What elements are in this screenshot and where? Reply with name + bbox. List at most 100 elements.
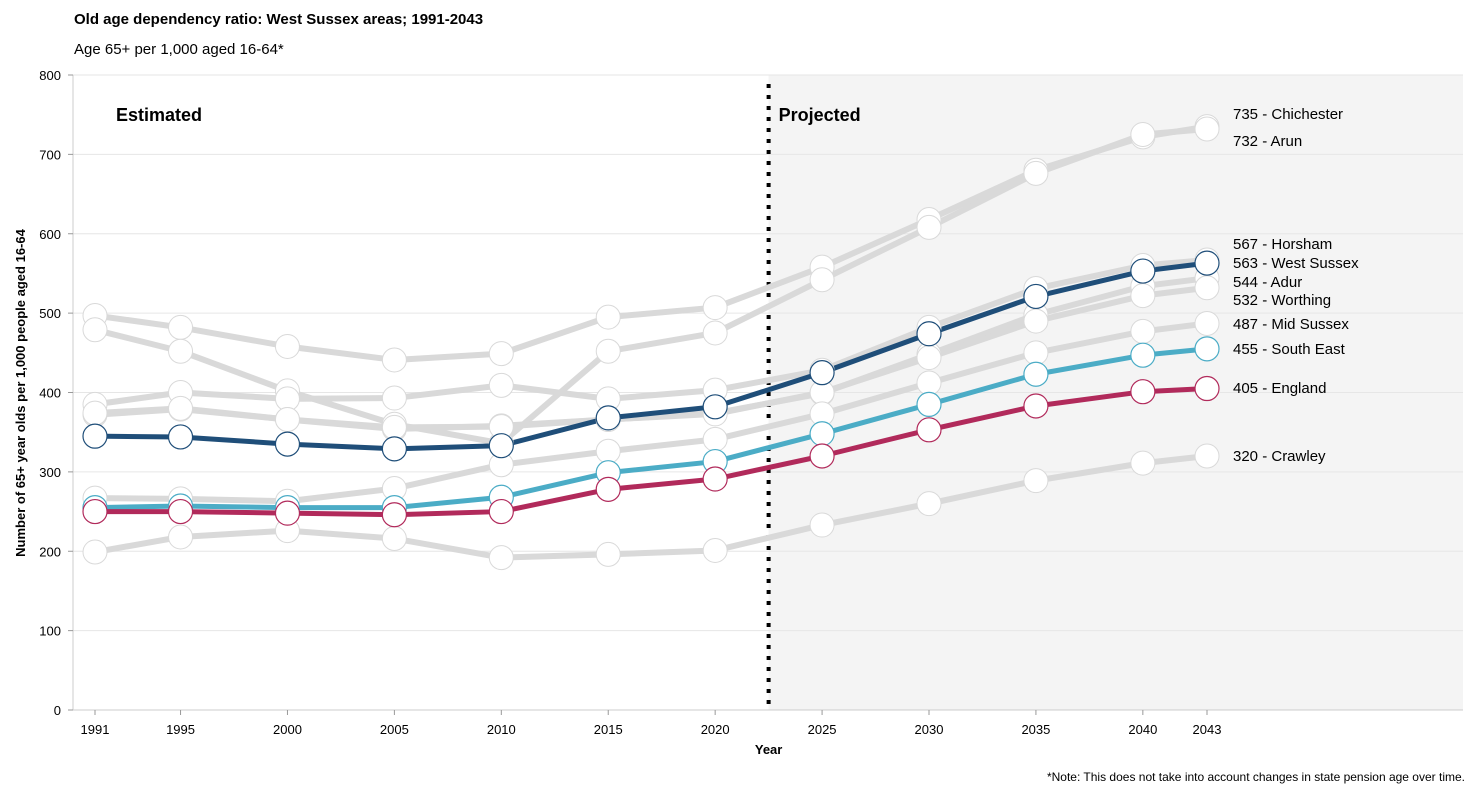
- data-point-mid-sussex: [1130, 318, 1156, 344]
- data-point-west-sussex: [595, 405, 621, 431]
- series-line-worthing: [92, 284, 1210, 431]
- data-point-mid-sussex: [1194, 310, 1220, 336]
- series-points: [82, 114, 1220, 571]
- data-point-west-sussex: [1023, 283, 1049, 310]
- y-axis-title: Number of 65+ year olds per 1,000 people…: [13, 228, 28, 556]
- series-lines: [92, 123, 1210, 561]
- data-point-england: [1130, 379, 1156, 405]
- y-tick-label: 500: [39, 306, 61, 321]
- data-point-england: [809, 443, 835, 469]
- data-point-england: [595, 476, 621, 502]
- data-point-england: [82, 498, 108, 525]
- data-point-west-sussex: [167, 424, 194, 450]
- data-point-south-east: [1023, 361, 1049, 387]
- data-point-south-east: [916, 391, 942, 418]
- projected-region-label: Projected: [779, 105, 861, 125]
- data-point-west-sussex: [274, 431, 301, 457]
- end-label: 567 - Horsham: [1233, 236, 1332, 253]
- data-point-south-east: [1130, 342, 1156, 368]
- data-point-mid-sussex: [916, 370, 942, 396]
- data-point-worthing: [168, 395, 194, 421]
- series-line-west-sussex: [92, 260, 1210, 452]
- data-point-chichester: [595, 304, 621, 330]
- data-point-crawley: [488, 545, 514, 571]
- x-axis-ticks: 1991 1995 2000 2005 2010 2015 2020 2025 2030 2035…: [81, 710, 1222, 737]
- x-axis-title: Year: [755, 742, 782, 757]
- data-point-england: [1194, 375, 1220, 402]
- data-point-west-sussex: [809, 360, 835, 386]
- data-point-crawley: [1023, 468, 1049, 494]
- data-point-west-sussex: [82, 423, 108, 449]
- data-point-arun: [916, 214, 942, 240]
- x-tick-label: 2015: [594, 722, 623, 737]
- y-tick-label: 600: [39, 227, 61, 242]
- end-label: 544 - Adur: [1233, 274, 1302, 291]
- x-tick-label: 1991: [81, 722, 110, 737]
- x-tick-label: 2030: [915, 722, 944, 737]
- x-tick-label: 2005: [380, 722, 409, 737]
- series-end-labels: 735 - Chichester 732 - Arun 567 - Horsham 5…: [1233, 106, 1359, 465]
- y-tick-label: 100: [39, 624, 61, 639]
- chart-subtitle: Age 65+ per 1,000 aged 16-64*: [74, 41, 284, 58]
- data-point-horsham: [488, 372, 514, 398]
- series-line-england: [92, 386, 1210, 518]
- data-point-crawley: [381, 526, 407, 552]
- series-line-arun: [92, 125, 1210, 447]
- data-point-arun: [595, 338, 621, 364]
- x-tick-label: 2000: [273, 722, 302, 737]
- data-point-crawley: [809, 512, 835, 538]
- end-label: 320 - Crawley: [1233, 448, 1326, 465]
- data-point-england: [1023, 393, 1049, 419]
- data-point-worthing: [82, 400, 108, 426]
- data-point-worthing: [274, 406, 300, 432]
- data-point-arun: [1130, 122, 1156, 148]
- data-point-south-east: [809, 421, 835, 447]
- data-point-west-sussex: [1194, 250, 1220, 276]
- data-point-worthing: [1130, 283, 1156, 309]
- data-point-worthing: [381, 414, 407, 440]
- data-point-england: [916, 417, 942, 443]
- estimated-region-label: Estimated: [116, 105, 202, 125]
- data-point-arun: [809, 267, 835, 293]
- data-point-arun: [82, 317, 108, 343]
- data-point-crawley: [1130, 450, 1156, 476]
- data-point-west-sussex: [916, 321, 942, 347]
- data-point-crawley: [702, 537, 728, 563]
- footnote: *Note: This does not take into account c…: [1047, 770, 1465, 784]
- chart-title: Old age dependency ratio: West Sussex ar…: [74, 11, 484, 28]
- x-tick-label: 1995: [166, 722, 195, 737]
- data-point-crawley: [595, 541, 621, 567]
- data-point-mid-sussex: [1023, 340, 1049, 366]
- y-tick-label: 0: [54, 703, 61, 718]
- end-label: 455 - South East: [1233, 341, 1346, 358]
- data-point-mid-sussex: [595, 438, 621, 464]
- y-axis-ticks: 0 100 200 300 400 500 600 700 800: [39, 68, 73, 718]
- data-point-south-east: [1194, 336, 1220, 362]
- data-point-arun: [1194, 116, 1220, 142]
- data-point-west-sussex: [381, 436, 407, 462]
- x-tick-label: 2020: [701, 722, 730, 737]
- x-tick-label: 2043: [1193, 722, 1222, 737]
- data-point-chichester: [168, 314, 194, 340]
- data-point-horsham: [381, 385, 407, 411]
- data-point-worthing: [1194, 275, 1220, 301]
- data-point-arun: [168, 338, 194, 364]
- data-point-arun: [1023, 160, 1049, 186]
- data-point-crawley: [916, 491, 942, 517]
- y-tick-label: 700: [39, 147, 61, 162]
- data-point-england: [274, 500, 301, 526]
- data-point-chichester: [702, 295, 728, 321]
- data-point-crawley: [1194, 443, 1220, 469]
- x-tick-label: 2040: [1128, 722, 1157, 737]
- end-label: 563 - West Sussex: [1233, 255, 1359, 272]
- data-point-crawley: [168, 524, 194, 550]
- y-tick-label: 400: [39, 386, 61, 401]
- data-point-england: [488, 498, 514, 525]
- end-label: 532 - Worthing: [1233, 292, 1331, 309]
- data-point-arun: [702, 320, 728, 346]
- end-label: 732 - Arun: [1233, 133, 1302, 150]
- data-point-crawley: [82, 539, 108, 565]
- end-label: 487 - Mid Sussex: [1233, 316, 1349, 333]
- x-tick-label: 2035: [1021, 722, 1050, 737]
